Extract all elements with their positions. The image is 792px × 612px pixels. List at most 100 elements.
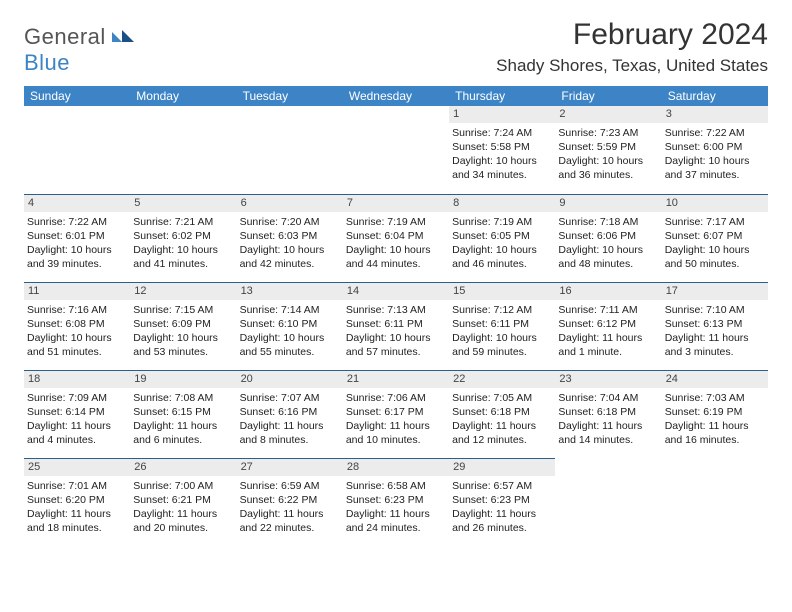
header: General Blue February 2024 Shady Shores,… [24,18,768,76]
sunset-text: Sunset: 6:00 PM [665,140,765,154]
calendar-empty-cell [343,106,449,194]
day-number: 16 [555,282,661,300]
sunrise-text: Sunrise: 7:19 AM [346,215,446,229]
sunset-text: Sunset: 6:19 PM [665,405,765,419]
day-number: 17 [662,282,768,300]
day-details: Sunrise: 7:23 AMSunset: 5:59 PMDaylight:… [558,126,658,183]
day-details: Sunrise: 7:04 AMSunset: 6:18 PMDaylight:… [558,391,658,448]
day-header: Friday [555,86,661,106]
sunset-text: Sunset: 6:18 PM [452,405,552,419]
calendar-week: 4Sunrise: 7:22 AMSunset: 6:01 PMDaylight… [24,194,768,282]
sunset-text: Sunset: 5:59 PM [558,140,658,154]
daylight-text: Daylight: 11 hours and 24 minutes. [346,507,446,535]
day-number: 11 [24,282,130,300]
day-details: Sunrise: 6:58 AMSunset: 6:23 PMDaylight:… [346,479,446,536]
day-number: 2 [555,106,661,123]
sunset-text: Sunset: 6:21 PM [133,493,233,507]
day-number: 22 [449,370,555,388]
calendar-day-cell: 19Sunrise: 7:08 AMSunset: 6:15 PMDayligh… [130,370,236,458]
calendar-day-cell: 21 Sunrise: 7:06 AMSunset: 6:17 PMDayligh… [343,370,449,458]
sunrise-text: Sunrise: 7:10 AM [665,303,765,317]
daylight-text: Daylight: 11 hours and 18 minutes. [27,507,127,535]
day-number: 3 [662,106,768,123]
daylight-text: Daylight: 10 hours and 39 minutes. [27,243,127,271]
calendar-day-cell: 9Sunrise: 7:18 AMSunset: 6:06 PMDaylight… [555,194,661,282]
day-details: Sunrise: 7:19 AMSunset: 6:05 PMDaylight:… [452,215,552,272]
logo-word-blue: Blue [24,50,70,75]
day-details: Sunrise: 7:21 AMSunset: 6:02 PMDaylight:… [133,215,233,272]
calendar-day-cell: 4Sunrise: 7:22 AMSunset: 6:01 PMDaylight… [24,194,130,282]
day-details: Sunrise: 7:11 AMSunset: 6:12 PMDaylight:… [558,303,658,360]
sunrise-text: Sunrise: 7:01 AM [27,479,127,493]
calendar-day-cell: 1 Sunrise: 7:24 AMSunset: 5:58 PMDaylight… [449,106,555,194]
sunrise-text: Sunrise: 7:11 AM [558,303,658,317]
sunrise-text: Sunrise: 7:18 AM [558,215,658,229]
day-number: 6 [237,194,343,212]
sunrise-text: Sunrise: 7:03 AM [665,391,765,405]
calendar-header-row: SundayMondayTuesdayWednesdayThursdayFrid… [24,86,768,106]
daylight-text: Daylight: 11 hours and 14 minutes. [558,419,658,447]
sunrise-text: Sunrise: 7:08 AM [133,391,233,405]
day-number: 26 [130,458,236,476]
sunset-text: Sunset: 6:18 PM [558,405,658,419]
daylight-text: Daylight: 10 hours and 51 minutes. [27,331,127,359]
sunset-text: Sunset: 6:12 PM [558,317,658,331]
day-header: Thursday [449,86,555,106]
daylight-text: Daylight: 11 hours and 22 minutes. [240,507,340,535]
calendar-day-cell: 25Sunrise: 7:01 AMSunset: 6:20 PMDayligh… [24,458,130,546]
sunset-text: Sunset: 6:05 PM [452,229,552,243]
day-header: Sunday [24,86,130,106]
day-details: Sunrise: 7:08 AMSunset: 6:15 PMDaylight:… [133,391,233,448]
sunrise-text: Sunrise: 7:21 AM [133,215,233,229]
day-details: Sunrise: 6:57 AMSunset: 6:23 PMDaylight:… [452,479,552,536]
day-number: 28 [343,458,449,476]
day-details: Sunrise: 7:00 AMSunset: 6:21 PMDaylight:… [133,479,233,536]
daylight-text: Daylight: 11 hours and 3 minutes. [665,331,765,359]
calendar-day-cell: 7Sunrise: 7:19 AMSunset: 6:04 PMDaylight… [343,194,449,282]
sunrise-text: Sunrise: 7:16 AM [27,303,127,317]
daylight-text: Daylight: 11 hours and 6 minutes. [133,419,233,447]
day-header: Monday [130,86,236,106]
day-details: Sunrise: 7:09 AMSunset: 6:14 PMDaylight:… [27,391,127,448]
day-details: Sunrise: 7:24 AMSunset: 5:58 PMDaylight:… [452,126,552,183]
sunset-text: Sunset: 6:04 PM [346,229,446,243]
day-number: 5 [130,194,236,212]
daylight-text: Daylight: 11 hours and 4 minutes. [27,419,127,447]
sunset-text: Sunset: 6:22 PM [240,493,340,507]
logo-word-general: General [24,24,106,49]
sunset-text: Sunset: 6:13 PM [665,317,765,331]
day-number: 24 [662,370,768,388]
title-block: February 2024 Shady Shores, Texas, Unite… [496,18,768,76]
day-details: Sunrise: 7:10 AMSunset: 6:13 PMDaylight:… [665,303,765,360]
calendar-week: 11Sunrise: 7:16 AMSunset: 6:08 PMDayligh… [24,282,768,370]
day-details: Sunrise: 7:03 AMSunset: 6:19 PMDaylight:… [665,391,765,448]
calendar-empty-cell [555,458,661,546]
day-details: Sunrise: 7:19 AMSunset: 6:04 PMDaylight:… [346,215,446,272]
daylight-text: Daylight: 11 hours and 12 minutes. [452,419,552,447]
calendar-week: 18Sunrise: 7:09 AMSunset: 6:14 PMDayligh… [24,370,768,458]
day-details: Sunrise: 7:15 AMSunset: 6:09 PMDaylight:… [133,303,233,360]
day-number: 21 [343,370,449,388]
calendar-day-cell: 24 Sunrise: 7:03 AMSunset: 6:19 PMDayligh… [662,370,768,458]
calendar-day-cell: 18Sunrise: 7:09 AMSunset: 6:14 PMDayligh… [24,370,130,458]
calendar-day-cell: 22 Sunrise: 7:05 AMSunset: 6:18 PMDayligh… [449,370,555,458]
calendar-table: SundayMondayTuesdayWednesdayThursdayFrid… [24,86,768,546]
daylight-text: Daylight: 10 hours and 42 minutes. [240,243,340,271]
sunrise-text: Sunrise: 7:00 AM [133,479,233,493]
day-number: 14 [343,282,449,300]
sunrise-text: Sunrise: 7:24 AM [452,126,552,140]
calendar-day-cell: 23Sunrise: 7:04 AMSunset: 6:18 PMDayligh… [555,370,661,458]
day-number: 1 [449,106,555,123]
day-header: Wednesday [343,86,449,106]
calendar-day-cell: 10Sunrise: 7:17 AMSunset: 6:07 PMDayligh… [662,194,768,282]
sunrise-text: Sunrise: 7:05 AM [452,391,552,405]
sunrise-text: Sunrise: 7:13 AM [346,303,446,317]
sunset-text: Sunset: 6:23 PM [346,493,446,507]
daylight-text: Daylight: 10 hours and 55 minutes. [240,331,340,359]
day-details: Sunrise: 7:06 AMSunset: 6:17 PMDaylight:… [346,391,446,448]
sunset-text: Sunset: 6:07 PM [665,229,765,243]
daylight-text: Daylight: 10 hours and 41 minutes. [133,243,233,271]
daylight-text: Daylight: 10 hours and 48 minutes. [558,243,658,271]
sunrise-text: Sunrise: 7:17 AM [665,215,765,229]
day-number: 8 [449,194,555,212]
